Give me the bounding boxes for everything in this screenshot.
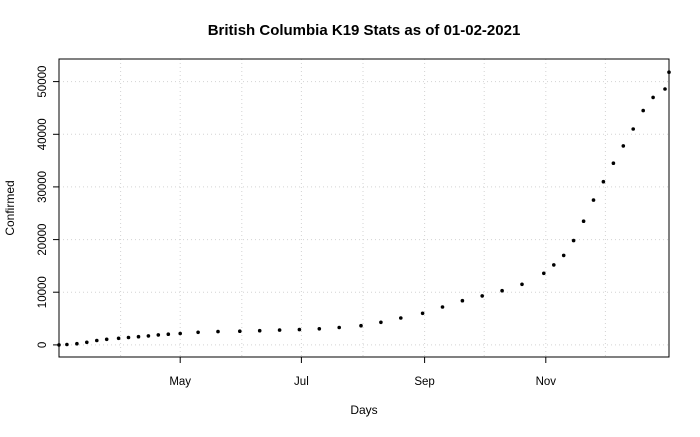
data-point <box>136 334 141 339</box>
data-point <box>591 198 596 202</box>
data-point <box>257 328 262 333</box>
grid-layer <box>59 59 669 357</box>
data-point <box>542 271 546 276</box>
data-point <box>500 288 504 293</box>
data-point <box>611 161 616 165</box>
data-point <box>104 337 109 342</box>
data-point <box>178 331 182 336</box>
x-tick-label: Jul <box>294 376 309 388</box>
data-point <box>317 327 322 331</box>
data-point <box>581 219 586 223</box>
data-point <box>146 334 151 338</box>
data-point <box>156 333 161 337</box>
data-point <box>277 328 282 332</box>
y-tick-label: 10000 <box>37 276 49 308</box>
data-point <box>297 327 302 332</box>
data-point <box>641 108 645 113</box>
data-point <box>337 325 342 330</box>
x-tick-label: Sep <box>414 376 434 388</box>
data-point <box>238 329 242 334</box>
chart-title: British Columbia K19 Stats as of 01-02-2… <box>208 22 521 39</box>
data-point <box>216 329 220 334</box>
x-axis-label: Days <box>350 403 377 417</box>
data-point <box>571 238 576 243</box>
data-point <box>460 298 465 303</box>
data-point <box>95 338 99 343</box>
y-tick-label: 30000 <box>37 171 49 203</box>
data-point <box>480 294 485 298</box>
data-point <box>561 253 566 258</box>
data-point <box>420 311 425 316</box>
data-point <box>440 305 445 309</box>
data-point <box>399 316 403 320</box>
points-layer <box>57 70 671 347</box>
y-tick-label: 50000 <box>37 66 49 98</box>
data-point <box>379 320 383 325</box>
y-axis: 0 10000 20000 30000 40000 50000 <box>37 66 59 348</box>
x-axis: May Jul Sep Nov <box>169 357 556 388</box>
y-tick-label: 40000 <box>37 118 49 150</box>
plot-frame <box>58 58 670 358</box>
data-point <box>520 282 524 287</box>
y-tick-label: 0 <box>37 342 49 348</box>
x-tick-label: May <box>169 376 191 388</box>
data-point <box>359 323 363 328</box>
x-tick-label: Nov <box>536 376 557 388</box>
data-point <box>75 341 79 346</box>
data-point <box>196 330 200 335</box>
data-point <box>126 335 131 340</box>
data-point <box>85 340 89 345</box>
data-point <box>166 332 171 337</box>
y-tick-label: 20000 <box>37 224 49 256</box>
data-point <box>65 342 69 347</box>
data-point <box>552 263 556 267</box>
data-point <box>621 144 626 148</box>
data-point <box>116 336 121 341</box>
data-point <box>631 127 635 131</box>
data-point <box>663 87 667 91</box>
y-axis-label: Confirmed <box>3 180 17 235</box>
data-point <box>601 179 606 184</box>
data-point <box>651 95 655 100</box>
